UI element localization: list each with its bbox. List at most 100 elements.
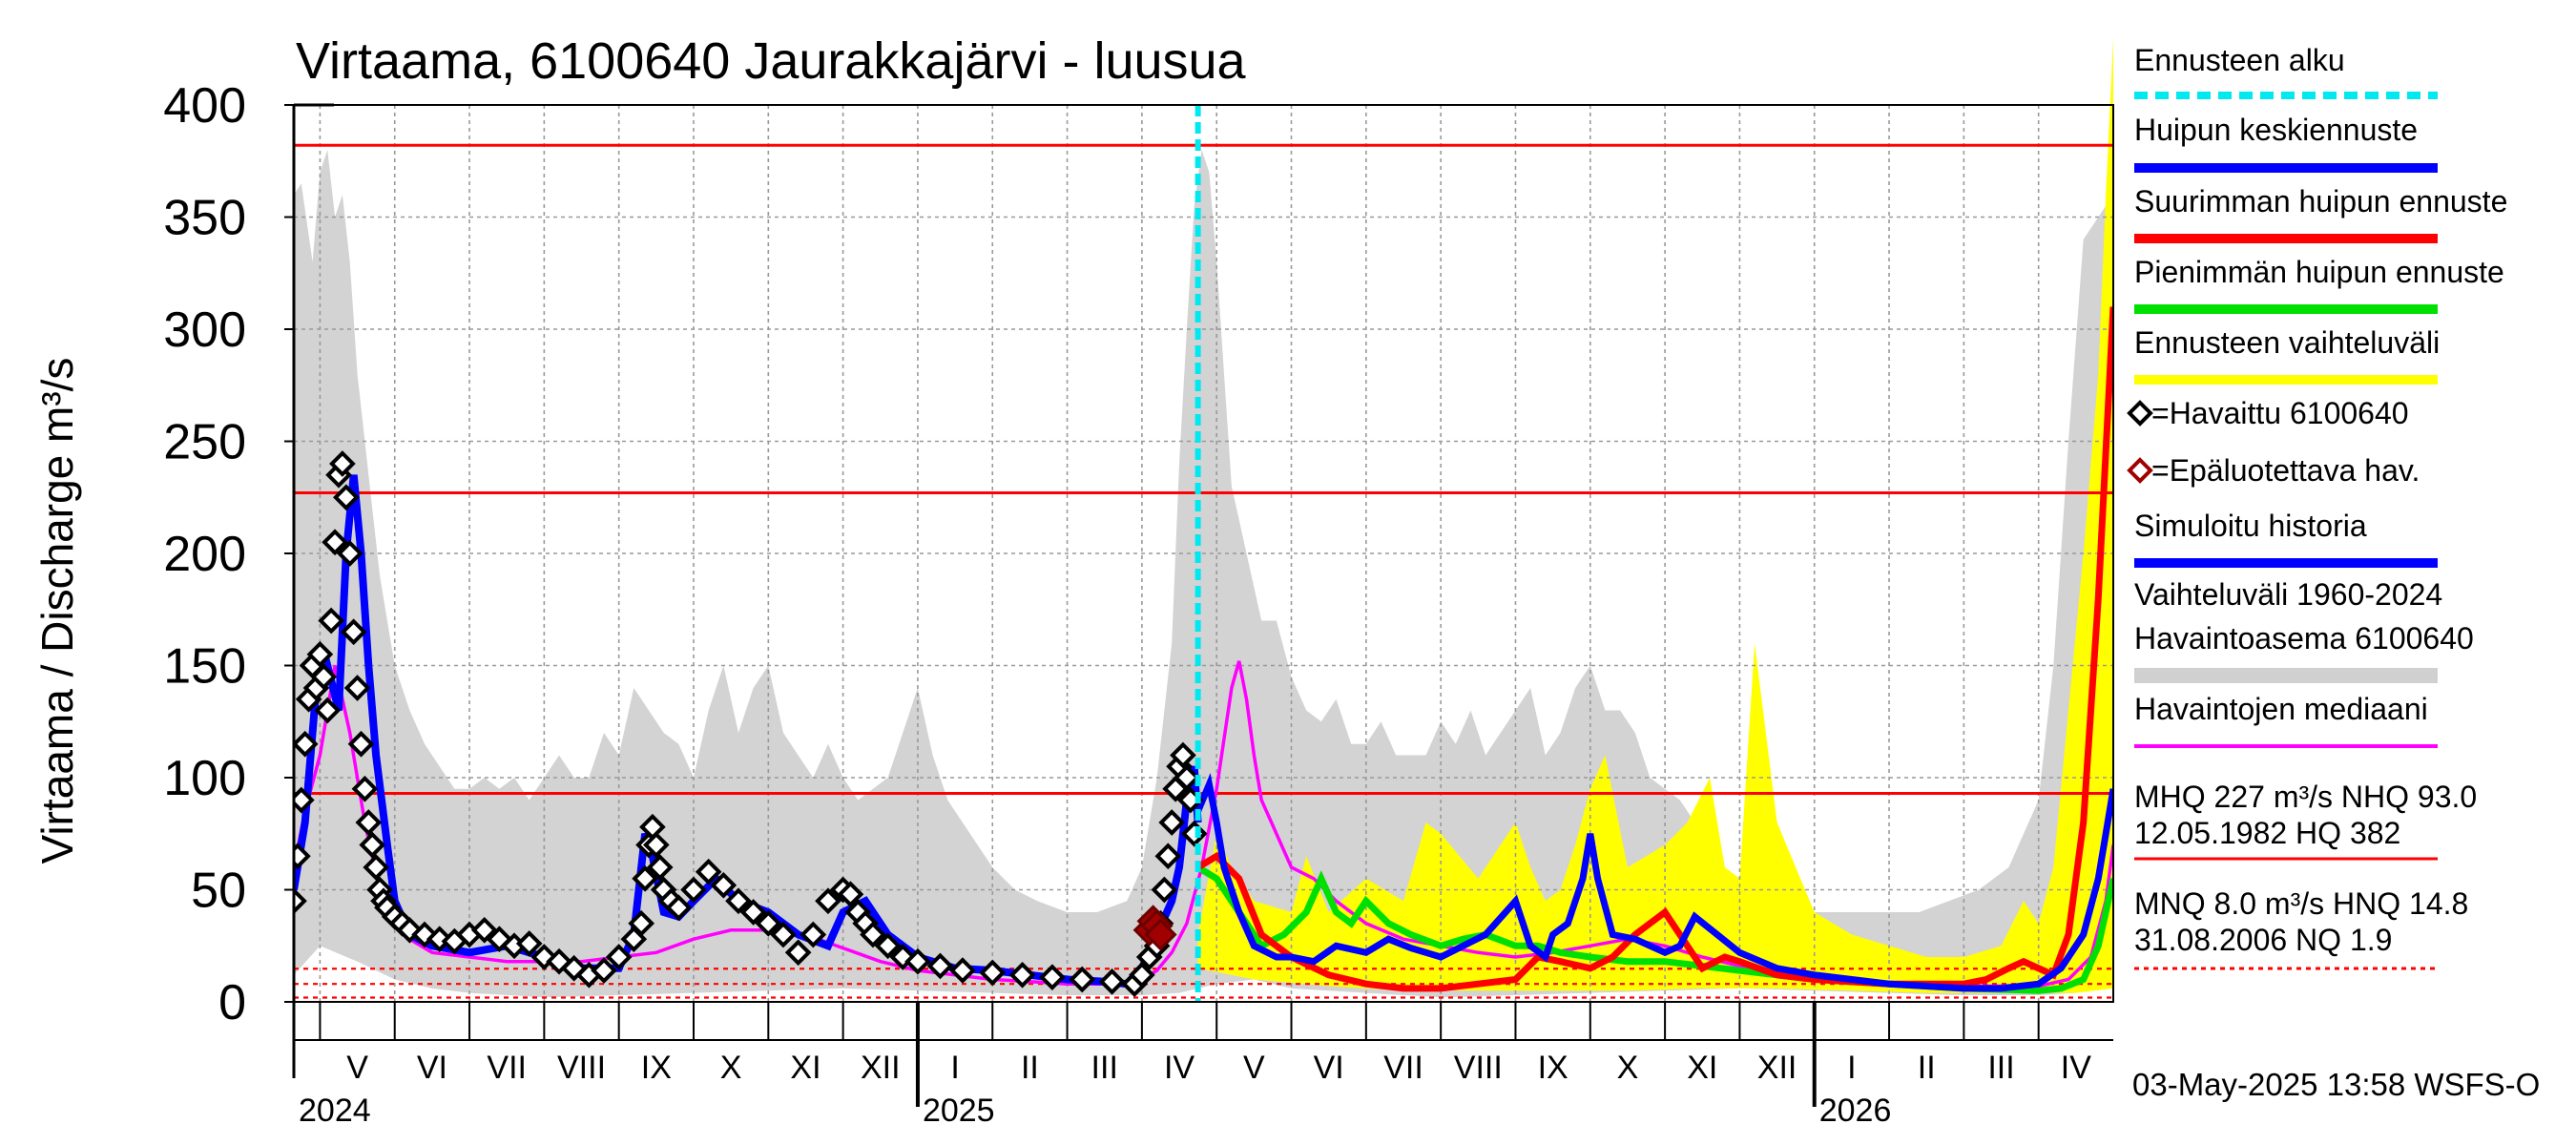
observed-point [926, 952, 954, 980]
y-tick-label: 150 [163, 639, 246, 695]
observed-point [340, 618, 367, 646]
observed-point [815, 887, 841, 915]
observed-point [470, 916, 498, 944]
observed-point [294, 730, 319, 758]
year-label: 2026 [1819, 1093, 1892, 1129]
observed-point [332, 484, 360, 511]
month-label: VIII [557, 1050, 606, 1086]
month-label: III [1091, 1050, 1118, 1086]
month-label: I [950, 1050, 959, 1086]
observed-point [1154, 843, 1182, 870]
observed-point [329, 450, 356, 477]
observed-point [351, 775, 379, 802]
y-axis-label: Virtaama / Discharge m³/s [32, 358, 82, 864]
historic-range-band [294, 150, 2113, 998]
month-label: IV [1164, 1050, 1195, 1086]
observed-point [355, 809, 383, 836]
observed-point [665, 894, 693, 922]
legend-label: Vaihteluväli 1960-2024 [2134, 577, 2442, 612]
month-label: IV [2061, 1050, 2091, 1086]
observed-point [1069, 966, 1096, 993]
y-tick-label: 400 [163, 78, 246, 134]
month-label: XI [790, 1050, 821, 1086]
year-label: 2025 [923, 1093, 995, 1129]
legend: Ennusteen alku Huipun keskiennuste Suurimm… [2127, 43, 2507, 970]
observed-point [755, 909, 782, 937]
observed-point [1151, 876, 1178, 904]
observed-point [860, 921, 886, 948]
timestamp-footer: 03-May-2025 13:58 WSFS-O [2132, 1067, 2540, 1102]
legend-label: Pienimmän huipun ennuste [2134, 255, 2504, 289]
month-label: I [1847, 1050, 1856, 1086]
observed-point [710, 871, 737, 899]
stats-mnq: MNQ 8.0 m³/s HNQ 14.8 [2134, 886, 2468, 921]
mean-peak-forecast-line [1195, 772, 2113, 992]
month-label: X [720, 1050, 742, 1086]
observed-point [1174, 764, 1200, 791]
y-tick-label: 350 [163, 191, 246, 246]
stats-mhq: MHQ 227 m³/s NHQ 93.0 [2134, 780, 2477, 814]
unreliable-point [1144, 918, 1177, 951]
chart-title: Virtaama, 6100640 Jaurakkajärvi - luusua [296, 32, 1247, 90]
observed-point [949, 957, 976, 984]
month-label: V [1243, 1050, 1265, 1086]
month-label: IX [641, 1050, 672, 1086]
stats-hq-date: 12.05.1982 HQ 382 [2134, 816, 2400, 850]
month-label: XI [1687, 1050, 1717, 1086]
observed-point [515, 930, 543, 957]
month-label: XII [1757, 1050, 1797, 1086]
observed-point [336, 540, 364, 567]
observed-point [874, 932, 902, 960]
month-label: III [1987, 1050, 2014, 1086]
observed-point [1008, 961, 1036, 989]
legend-label: Havaintoasema 6100640 [2134, 621, 2474, 656]
legend-label: Ennusteen vaihteluväli [2134, 325, 2440, 360]
month-label: IX [1538, 1050, 1568, 1086]
month-label: VI [417, 1050, 447, 1086]
legend-label: Suurimman huipun ennuste [2134, 184, 2507, 219]
observed-point [343, 675, 371, 701]
observed-point [770, 921, 797, 948]
month-label: VII [487, 1050, 527, 1086]
observed-point [363, 854, 389, 881]
y-tick-label: 300 [163, 302, 246, 358]
stats-nq-date: 31.08.2006 NQ 1.9 [2134, 923, 2392, 957]
observed-point [646, 854, 674, 881]
observed-point [1170, 741, 1196, 769]
observed-point [1039, 964, 1066, 990]
median-line [294, 660, 2113, 989]
observed-point [628, 909, 654, 937]
month-label: XII [861, 1050, 901, 1086]
observed-point [347, 730, 375, 758]
legend-label: Simuloitu historia [2134, 509, 2367, 543]
observed-point [632, 864, 658, 892]
observed-point [1129, 961, 1155, 989]
y-tick-label: 100 [163, 751, 246, 806]
observed-point [591, 957, 617, 984]
observed-point [1098, 968, 1126, 995]
legend-label: Havaintojen mediaani [2134, 692, 2428, 726]
observed-point [643, 831, 670, 859]
observed-point [318, 607, 344, 635]
month-label: II [1918, 1050, 1936, 1086]
observed-point [294, 843, 311, 870]
month-label: VIII [1454, 1050, 1503, 1086]
y-tick-label: 0 [218, 975, 246, 1030]
legend-marker [2127, 457, 2153, 484]
y-tick-label: 200 [163, 527, 246, 582]
observed-point [314, 697, 342, 724]
max-peak-forecast-line [1195, 306, 2113, 992]
y-tick-label: 50 [191, 864, 246, 919]
observed-point [680, 876, 707, 904]
observed-point [784, 939, 812, 967]
observed-point [1158, 809, 1186, 836]
observed-point [837, 881, 864, 908]
month-label: X [1617, 1050, 1639, 1086]
observed-point [695, 858, 722, 885]
observed-point [294, 887, 307, 915]
legend-marker [2127, 400, 2153, 427]
observed-point [310, 663, 338, 691]
year-label: 2024 [299, 1093, 371, 1129]
observed-point [979, 959, 1007, 987]
